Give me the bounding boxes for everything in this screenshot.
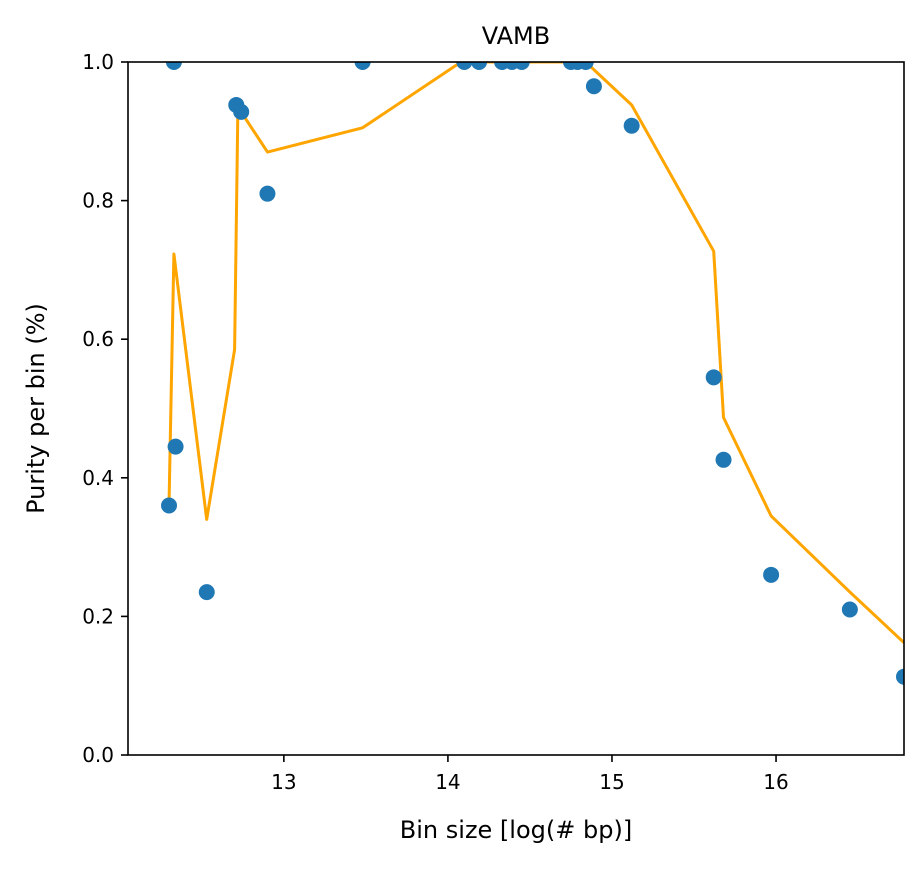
chart-title: VAMB	[482, 22, 550, 50]
y-tick-label: 0.8	[82, 189, 114, 213]
y-axis-label: Purity per bin (%)	[22, 303, 50, 514]
series-line	[167, 62, 904, 644]
x-axis-label: Bin size [log(# bp)]	[400, 816, 632, 844]
scatter-point	[161, 497, 178, 514]
scatter-point	[471, 62, 488, 70]
scatter-point	[354, 62, 371, 70]
y-tick-label: 0.2	[82, 604, 114, 628]
scatter-point	[456, 62, 473, 70]
scatter-point	[198, 584, 215, 601]
scatter-point	[577, 62, 594, 70]
x-tick-label: 15	[599, 770, 624, 794]
scatter-point	[233, 103, 250, 120]
y-tick-label: 0.6	[82, 327, 114, 351]
scatter-point	[167, 438, 184, 455]
scatter-point	[841, 601, 858, 618]
scatter-point	[763, 566, 780, 583]
scatter-point	[165, 62, 182, 70]
scatter-point	[513, 62, 530, 70]
y-tick-label: 1.0	[82, 50, 114, 74]
y-tick-label: 0.0	[82, 743, 114, 767]
y-tick-label: 0.4	[82, 466, 114, 490]
scatter-point	[623, 117, 640, 134]
plot-layer	[161, 62, 904, 685]
x-tick-label: 16	[763, 770, 788, 794]
scatter-point	[715, 451, 732, 468]
scatter-point	[705, 369, 722, 386]
x-tick-label: 13	[271, 770, 296, 794]
scatter-point	[259, 185, 276, 202]
axes-frame	[127, 61, 905, 756]
scatter-point	[585, 78, 602, 95]
axes-layer: 13 14 15 16 0.0 0.2 0.4 0.6 0.8 1.0	[82, 50, 905, 794]
x-tick-label: 14	[435, 770, 460, 794]
scatter-point	[896, 668, 904, 685]
